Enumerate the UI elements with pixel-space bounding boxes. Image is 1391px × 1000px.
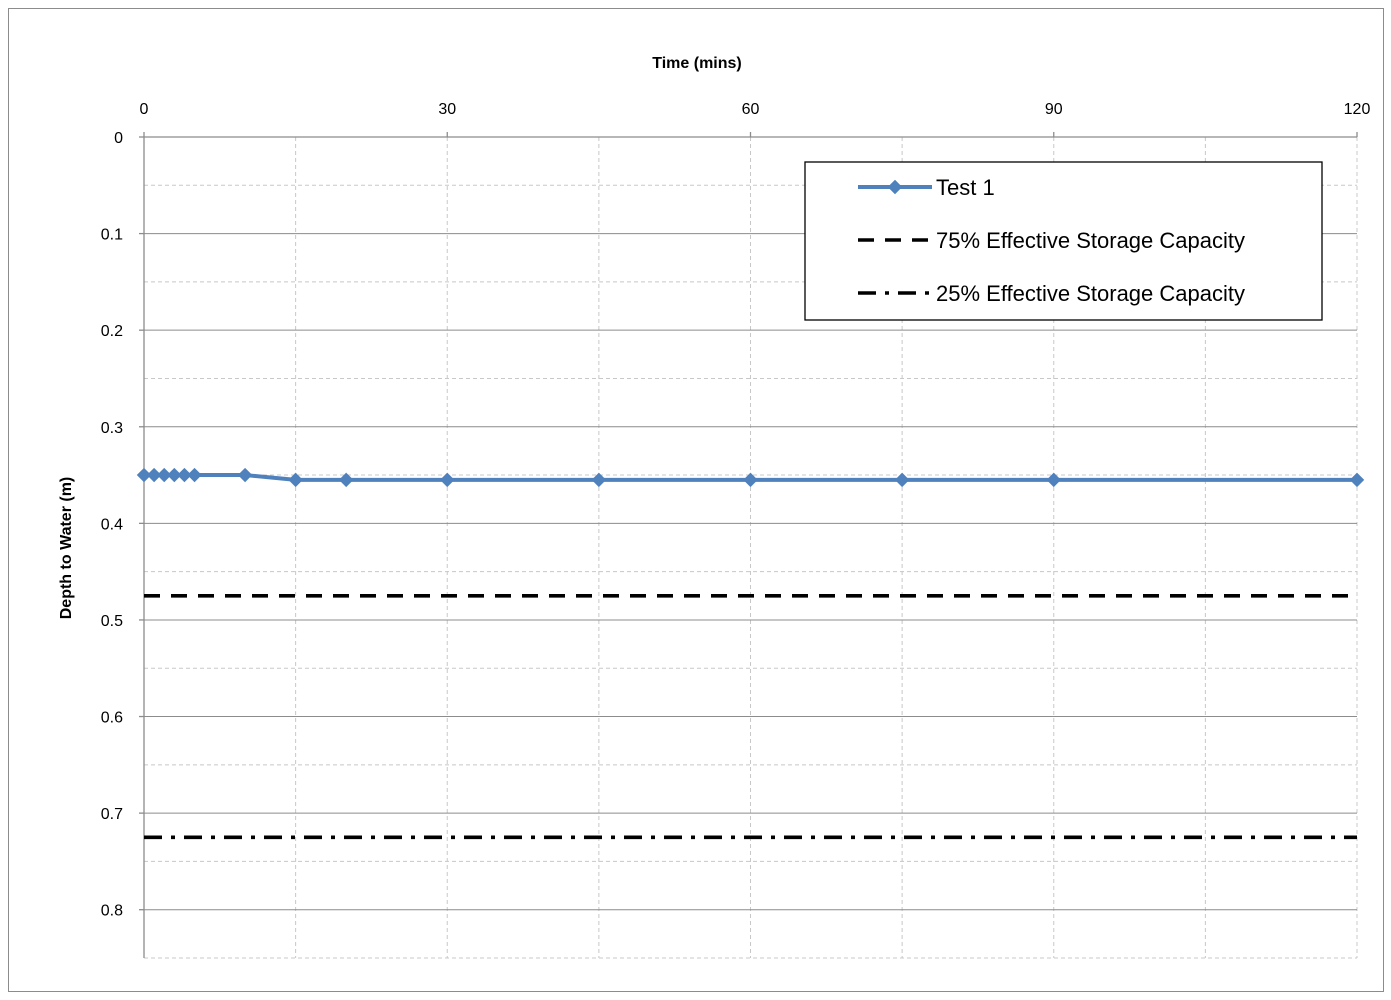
data-point-marker [894, 472, 910, 488]
legend-swatch-marker [887, 179, 903, 195]
data-point-marker [743, 472, 758, 488]
x-tick-label: 60 [742, 101, 760, 118]
y-tick-label: 0.7 [101, 806, 123, 823]
data-point-marker [440, 472, 455, 488]
legend: Test 1 75% Effective Storage Capacity 25% … [804, 161, 1323, 321]
data-point-marker [288, 472, 303, 488]
data-point-marker [167, 467, 182, 483]
data-point-marker [1349, 472, 1365, 488]
series [136, 467, 1365, 840]
y-tick-label: 0.5 [101, 613, 123, 630]
legend-label-2: 75% Effective Storage Capacity [936, 228, 1245, 253]
y-tick-label: 0.2 [101, 323, 123, 340]
legend-label-1: Test 1 [936, 175, 995, 200]
y-tick-label: 0.6 [101, 710, 123, 727]
data-point-marker [136, 467, 152, 483]
data-point-marker [591, 472, 607, 488]
data-point-marker [177, 467, 192, 483]
y-axis-title: Depth to Water (m) [58, 477, 75, 620]
legend-label-3: 25% Effective Storage Capacity [936, 281, 1245, 306]
data-point-marker [1046, 472, 1061, 488]
x-tick-label: 120 [1344, 101, 1371, 118]
data-point-marker [187, 467, 202, 483]
data-point-marker [146, 467, 162, 483]
x-tick-label: 30 [438, 101, 456, 118]
grid [144, 137, 1358, 959]
data-point-marker [237, 467, 253, 483]
x-tick-label: 90 [1045, 101, 1063, 118]
y-tick-label: 0.1 [101, 227, 123, 244]
x-axis-title: Time (mins) [652, 55, 742, 72]
y-tick-label: 0.4 [101, 516, 123, 533]
x-tick-label: 0 [140, 101, 149, 118]
y-tick-label: 0.8 [101, 903, 123, 920]
y-tick-label: 0 [114, 130, 123, 147]
data-point-marker [338, 472, 354, 488]
axes: 0 30 60 90 120 0 0.1 0.2 0.3 0.4 0.5 0.6 0.7 0.8 [101, 101, 1371, 958]
y-tick-label: 0.3 [101, 420, 123, 437]
data-point-marker [157, 467, 172, 483]
